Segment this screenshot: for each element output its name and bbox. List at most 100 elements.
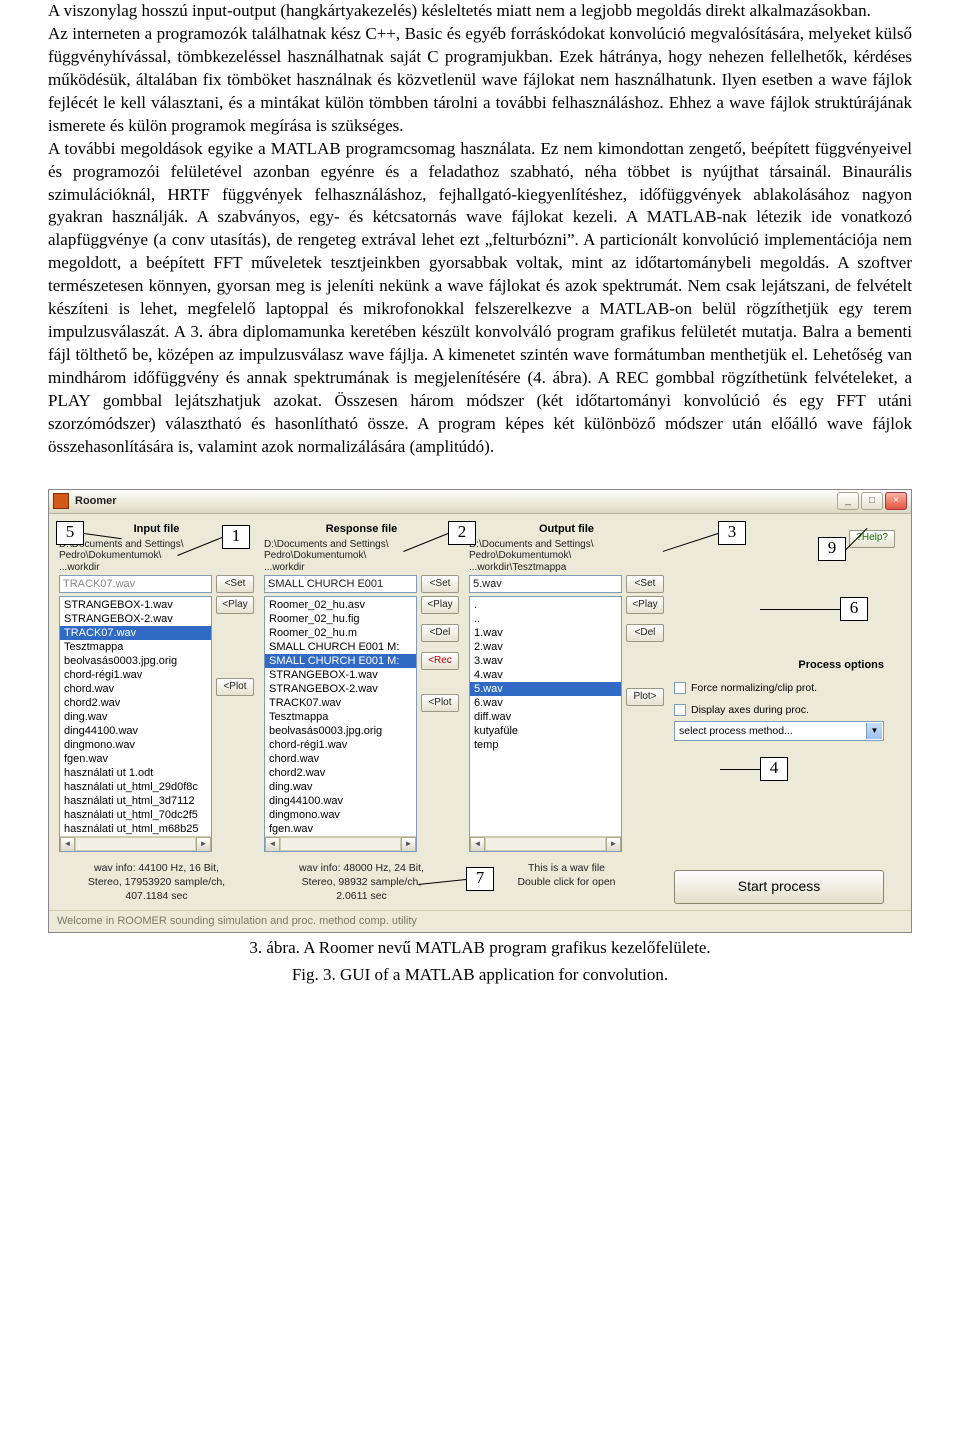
- list-item[interactable]: chord2.wav: [265, 766, 416, 780]
- list-item[interactable]: STRANGEBOX-2.wav: [265, 682, 416, 696]
- options-panel: Process options Force normalizing/clip p…: [674, 522, 884, 904]
- list-item[interactable]: diff.wav: [470, 710, 621, 724]
- normalize-checkbox[interactable]: [674, 682, 686, 694]
- normalize-checkbox-row[interactable]: Force normalizing/clip prot.: [674, 681, 884, 695]
- list-item[interactable]: Roomer_02_hu.fig: [265, 612, 416, 626]
- list-item[interactable]: STRANGEBOX-2.wav: [60, 612, 211, 626]
- list-item[interactable]: 5.wav: [470, 682, 621, 696]
- list-item[interactable]: 4.wav: [470, 668, 621, 682]
- process-method-dropdown[interactable]: select process method... ▼: [674, 721, 884, 741]
- maximize-button[interactable]: □: [861, 492, 883, 510]
- list-item[interactable]: Tesztmappa: [265, 710, 416, 724]
- paragraph-1: A viszonylag hosszú input-output (hangká…: [48, 0, 912, 23]
- output-filename-field[interactable]: 5.wav: [469, 575, 622, 593]
- input-plot-button[interactable]: <Plot: [216, 678, 254, 696]
- response-plot-button[interactable]: <Plot: [421, 694, 459, 712]
- list-item[interactable]: beolvasás0003.jpg.orig: [60, 654, 211, 668]
- list-item[interactable]: használati ut_html_m68b25: [60, 822, 211, 836]
- output-listbox[interactable]: ...1.wav2.wav3.wav4.wav5.wav6.wavdiff.wa…: [469, 596, 622, 852]
- list-item[interactable]: chord.wav: [265, 752, 416, 766]
- response-del-button[interactable]: <Del: [421, 624, 459, 642]
- response-listbox[interactable]: Roomer_02_hu.asvRoomer_02_hu.figRoomer_0…: [264, 596, 417, 852]
- list-item[interactable]: 6.wav: [470, 696, 621, 710]
- list-item[interactable]: [470, 794, 621, 808]
- list-item[interactable]: Roomer_02_hu.m: [265, 626, 416, 640]
- list-item[interactable]: STRANGEBOX-1.wav: [60, 598, 211, 612]
- list-item[interactable]: ding44100.wav: [265, 794, 416, 808]
- callout-4: 4: [760, 757, 788, 781]
- input-listbox[interactable]: STRANGEBOX-1.wavSTRANGEBOX-2.wavTRACK07.…: [59, 596, 212, 852]
- list-item[interactable]: chord.wav: [60, 682, 211, 696]
- start-process-button[interactable]: Start process: [674, 870, 884, 904]
- input-play-button[interactable]: <Play: [216, 596, 254, 614]
- list-item[interactable]: [470, 752, 621, 766]
- response-play-button[interactable]: <Play: [421, 596, 459, 614]
- titlebar[interactable]: Roomer _ □ ×: [49, 490, 911, 514]
- callout-3: 3: [718, 521, 746, 545]
- caption-en: Fig. 3. GUI of a MATLAB application for …: [48, 964, 912, 987]
- list-item[interactable]: Tesztmappa: [60, 640, 211, 654]
- caption-hu: 3. ábra. A Roomer nevű MATLAB program gr…: [48, 937, 912, 960]
- response-set-button[interactable]: <Set: [421, 575, 459, 593]
- list-item[interactable]: chord2.wav: [60, 696, 211, 710]
- list-item[interactable]: SMALL CHURCH E001 M:: [265, 654, 416, 668]
- list-item[interactable]: [470, 780, 621, 794]
- list-item[interactable]: 3.wav: [470, 654, 621, 668]
- paragraph-2: Az interneten a programozók találhatnak …: [48, 23, 912, 138]
- list-item[interactable]: dingmono.wav: [60, 738, 211, 752]
- callout-5: 5: [56, 521, 84, 545]
- output-set-button[interactable]: <Set: [626, 575, 664, 593]
- callout-2: 2: [448, 521, 476, 545]
- response-file-title: Response file: [264, 522, 459, 537]
- list-item[interactable]: [470, 822, 621, 836]
- display-axes-checkbox[interactable]: [674, 704, 686, 716]
- list-item[interactable]: fgen.wav: [60, 752, 211, 766]
- list-item[interactable]: ding44100.wav: [60, 724, 211, 738]
- input-wav-info: wav info: 44100 Hz, 16 Bit, Stereo, 1795…: [59, 861, 254, 904]
- list-item[interactable]: temp: [470, 738, 621, 752]
- list-item[interactable]: SMALL CHURCH E001 M:: [265, 640, 416, 654]
- list-item[interactable]: [470, 766, 621, 780]
- display-axes-label: Display axes during proc.: [691, 703, 809, 717]
- input-filename-field[interactable]: TRACK07.wav: [59, 575, 212, 593]
- list-item[interactable]: használati ut_html_29d0f8c: [60, 780, 211, 794]
- list-item[interactable]: fgen.wav: [265, 822, 416, 836]
- list-item[interactable]: TRACK07.wav: [265, 696, 416, 710]
- minimize-button[interactable]: _: [837, 492, 859, 510]
- list-item[interactable]: chord-régi1.wav: [60, 668, 211, 682]
- list-item[interactable]: .: [470, 598, 621, 612]
- display-axes-checkbox-row[interactable]: Display axes during proc.: [674, 703, 884, 717]
- list-item[interactable]: 1.wav: [470, 626, 621, 640]
- list-item[interactable]: ding.wav: [265, 780, 416, 794]
- list-item[interactable]: ding.wav: [60, 710, 211, 724]
- process-options-title: Process options: [674, 658, 884, 673]
- input-file-panel: Input file D:\Documents and Settings\ Pe…: [59, 522, 254, 904]
- chevron-down-icon: ▼: [866, 723, 882, 739]
- list-item[interactable]: chord-régi1.wav: [265, 738, 416, 752]
- normalize-label: Force normalizing/clip prot.: [691, 681, 817, 695]
- list-item[interactable]: beolvasás0003.jpg.orig: [265, 724, 416, 738]
- list-item[interactable]: használati ut_html_70dc2f5: [60, 808, 211, 822]
- close-button[interactable]: ×: [885, 492, 907, 510]
- list-item[interactable]: dingmono.wav: [265, 808, 416, 822]
- list-item[interactable]: kutyafüle: [470, 724, 621, 738]
- callout-6: 6: [840, 597, 868, 621]
- response-filename-field[interactable]: SMALL CHURCH E001: [264, 575, 417, 593]
- list-item[interactable]: Roomer_02_hu.asv: [265, 598, 416, 612]
- list-item[interactable]: [470, 808, 621, 822]
- callout-1: 1: [222, 525, 250, 549]
- output-plot-button[interactable]: Plot>: [626, 688, 664, 706]
- list-item[interactable]: használati ut_html_3d7112: [60, 794, 211, 808]
- list-item[interactable]: 2.wav: [470, 640, 621, 654]
- response-rec-button[interactable]: <Rec: [421, 652, 459, 670]
- list-item[interactable]: használati ut 1.odt: [60, 766, 211, 780]
- list-item[interactable]: TRACK07.wav: [60, 626, 211, 640]
- output-file-panel: Output file D:\Documents and Settings\ P…: [469, 522, 664, 904]
- input-set-button[interactable]: <Set: [216, 575, 254, 593]
- app-icon: [53, 493, 69, 509]
- list-item[interactable]: STRANGEBOX-1.wav: [265, 668, 416, 682]
- output-play-button[interactable]: <Play: [626, 596, 664, 614]
- app-title: Roomer: [75, 494, 117, 509]
- list-item[interactable]: ..: [470, 612, 621, 626]
- output-del-button[interactable]: <Del: [626, 624, 664, 642]
